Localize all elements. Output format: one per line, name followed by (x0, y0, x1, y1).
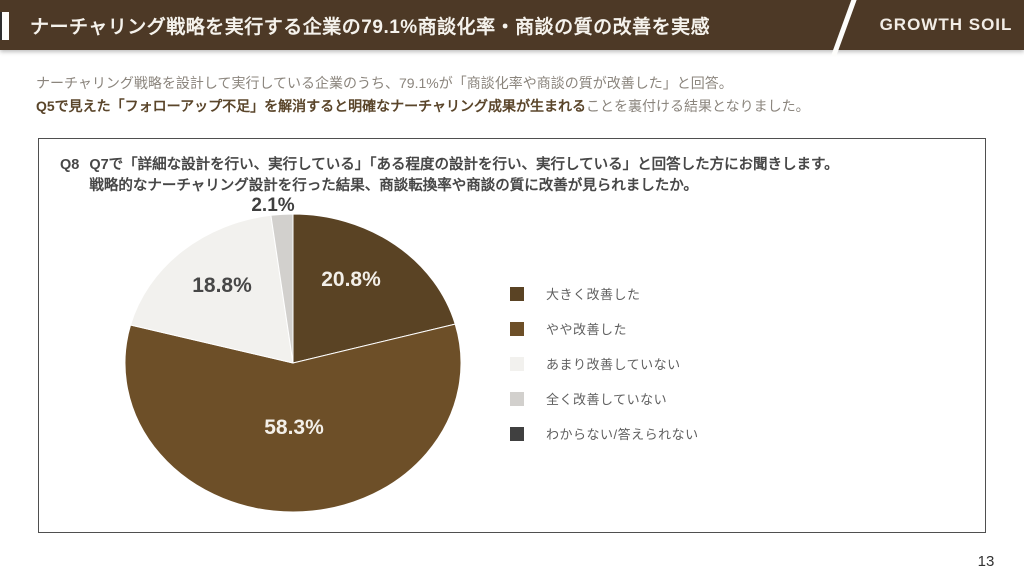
intro-line2-highlight: Q5で見えた「フォローアップ不足」を解消すると明確なナーチャリング成果が生まれる (36, 98, 586, 114)
header-accent-mark (0, 12, 9, 40)
pie-chart (124, 213, 462, 513)
pie-data-label: 20.8% (321, 268, 381, 291)
pie-slice-1 (124, 323, 462, 513)
pie-data-label: 18.8% (192, 274, 252, 297)
pie-slice-3 (270, 213, 294, 364)
legend-swatch (510, 321, 524, 336)
legend-swatch (510, 286, 524, 301)
legend-label: 大きく改善した (546, 287, 641, 302)
pie-slice-2 (129, 214, 294, 364)
legend-swatch (510, 426, 524, 441)
pie-slice-0 (292, 213, 456, 364)
pie-data-label: 58.3% (264, 416, 324, 439)
legend-swatch (510, 356, 524, 371)
pie-data-label: 2.1% (251, 195, 295, 216)
legend-item: 大きく改善した (510, 276, 699, 311)
page-number: 13 (977, 553, 995, 570)
legend-swatch (510, 391, 524, 406)
page-title: ナーチャリング戦略を実行する企業の79.1%商談化率・商談の質の改善を実感 (30, 16, 711, 38)
legend-item: わからない/答えられない (510, 416, 699, 451)
slash-divider-icon (831, 0, 858, 57)
pie-chart-area (123, 212, 463, 514)
legend-label: 全く改善していない (546, 392, 668, 407)
legend-label: わからない/答えられない (546, 427, 699, 442)
question-block: Q8 Q7で「詳細な設計を行い、実行している」「ある程度の設計を行い、実行してい… (60, 155, 960, 197)
header-bar: ナーチャリング戦略を実行する企業の79.1%商談化率・商談の質の改善を実感 GR… (0, 0, 1024, 57)
brand-logo: GROWTH SOIL (879, 15, 1013, 34)
legend-item: あまり改善していない (510, 346, 699, 381)
question-line1: Q7で「詳細な設計を行い、実行している」「ある程度の設計を行い、実行している」と… (89, 157, 839, 173)
intro-text: ナーチャリング戦略を設計して実行している企業のうち、79.1%が「商談化率や商談… (36, 72, 986, 118)
question-number: Q8 (60, 157, 80, 173)
question-line2: 戦略的なナーチャリング設計を行った結果、商談転換率や商談の質に改善が見られました… (89, 178, 698, 194)
intro-line2-rest: ことを裏付ける結果となりました。 (585, 98, 810, 114)
legend-label: あまり改善していない (546, 357, 681, 372)
question-text: Q7で「詳細な設計を行い、実行している」「ある程度の設計を行い、実行している」と… (89, 155, 838, 197)
legend-label: やや改善した (546, 322, 628, 337)
legend-item: 全く改善していない (510, 381, 699, 416)
intro-line1: ナーチャリング戦略を設計して実行している企業のうち、79.1%が「商談化率や商談… (36, 75, 733, 91)
legend-item: やや改善した (510, 311, 699, 346)
chart-legend: 大きく改善した やや改善したあまり改善していない 全く改善していないわからない/答え… (510, 276, 699, 451)
intro-line2: Q5で見えた「フォローアップ不足」を解消すると明確なナーチャリング成果が生まれる… (36, 95, 986, 118)
